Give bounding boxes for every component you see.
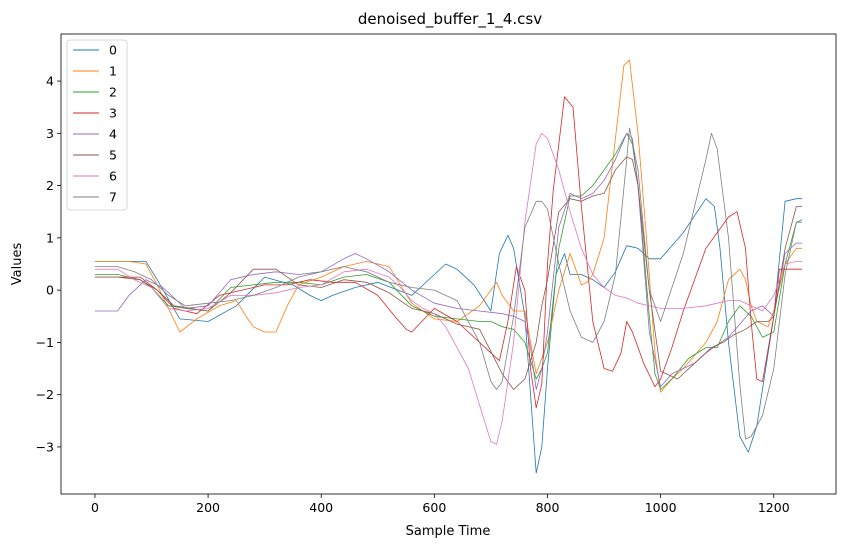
x-tick-label: 1000 <box>645 500 677 515</box>
plot-lines <box>94 59 803 474</box>
plot-frame <box>60 33 837 495</box>
series-line-6 <box>94 132 803 445</box>
legend-label-3: 3 <box>109 106 117 121</box>
legend-label-0: 0 <box>109 43 117 58</box>
y-tick-label: 2 <box>46 178 54 193</box>
x-tick-label: 400 <box>309 500 333 515</box>
y-tick-label: 1 <box>46 230 54 245</box>
series-line-1 <box>94 59 803 393</box>
y-axis-label: Values <box>10 243 25 286</box>
y-tick-label: 3 <box>46 126 54 141</box>
series-line-5 <box>94 156 803 390</box>
x-tick-label: 1200 <box>758 500 790 515</box>
y-tick-label: −2 <box>36 387 54 402</box>
x-tick-label: 200 <box>196 500 220 515</box>
x-tick-label: 600 <box>422 500 446 515</box>
series-line-0 <box>94 198 803 474</box>
x-tick-label: 0 <box>91 500 99 515</box>
y-tick-label: −1 <box>36 335 54 350</box>
series-line-3 <box>94 96 803 409</box>
y-axis: −3 −2 −1 0 1 2 3 4 <box>36 74 61 454</box>
legend-label-5: 5 <box>109 148 117 163</box>
legend-label-7: 7 <box>109 190 117 205</box>
x-tick-label: 800 <box>536 500 560 515</box>
y-tick-label: 4 <box>46 74 54 89</box>
legend-label-6: 6 <box>109 169 117 184</box>
y-tick-label: 0 <box>46 283 54 298</box>
series-line-4 <box>94 132 803 390</box>
chart-title: denoised_buffer_1_4.csv <box>358 10 542 29</box>
legend-label-1: 1 <box>109 64 117 79</box>
series-line-7 <box>94 127 803 440</box>
x-axis: 0 200 400 600 800 1000 1200 <box>91 494 790 515</box>
series-line-2 <box>94 132 803 390</box>
legend-label-2: 2 <box>109 85 117 100</box>
legend-box <box>66 39 128 211</box>
x-axis-label: Sample Time <box>406 524 491 539</box>
legend-label-4: 4 <box>109 127 117 142</box>
legend: 0 1 2 3 4 5 6 7 <box>66 39 128 211</box>
y-tick-label: −3 <box>36 439 54 454</box>
